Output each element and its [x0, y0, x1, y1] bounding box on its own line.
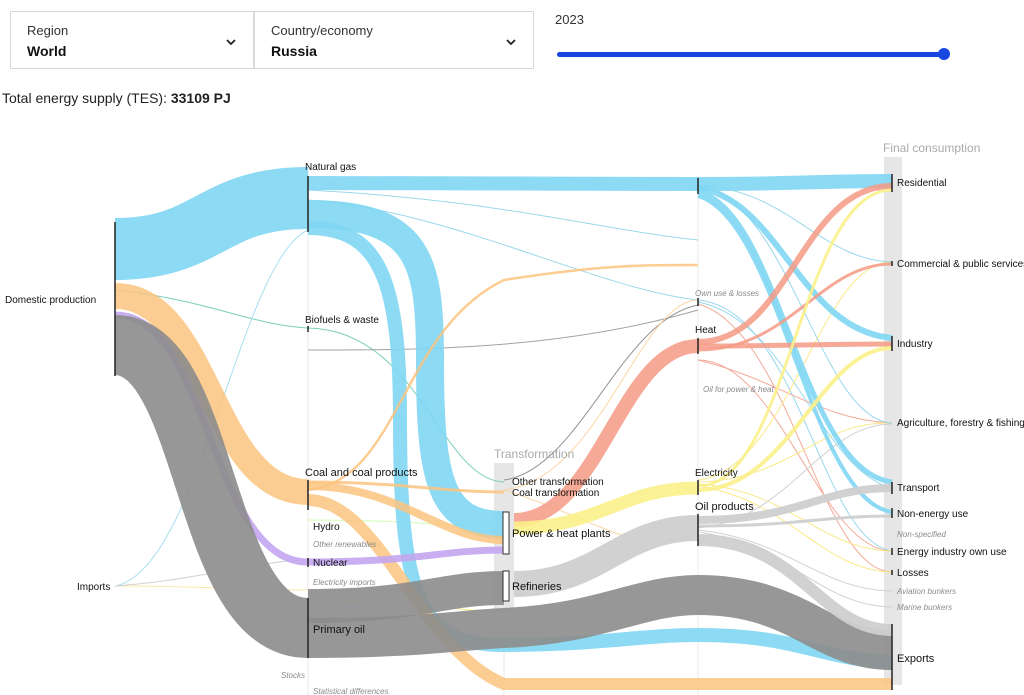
- transformation-title: Transformation: [494, 447, 574, 461]
- flow-oilprod-nonenergy: [697, 514, 893, 528]
- label-marine-bunkers: Marine bunkers: [897, 603, 952, 612]
- label-refineries: Refineries: [512, 581, 562, 593]
- label-commercial: Commercial & public services: [897, 259, 1024, 270]
- label-statistical-differences: Statistical differences: [313, 687, 389, 695]
- label-agriculture: Agriculture, forestry & fishing: [897, 418, 1024, 429]
- flow-heat-residential: [697, 183, 893, 345]
- flow-oil-exports: [307, 574, 893, 670]
- label-oil-products: Oil products: [695, 501, 754, 513]
- label-exports: Exports: [897, 653, 935, 665]
- chevron-down-icon: [506, 39, 516, 46]
- flow-elec-industry: [697, 346, 893, 492]
- label-electricity-imports: Electricity imports: [313, 578, 376, 587]
- thin-flows: [114, 184, 893, 613]
- flow-heat: [513, 339, 699, 527]
- label-stocks: Stocks: [281, 671, 305, 680]
- flow-oilprod-exports: [697, 534, 893, 636]
- label-own-use-losses: Own use & losses: [695, 289, 759, 298]
- year-slider-handle[interactable]: [938, 48, 950, 60]
- flows: [111, 167, 893, 690]
- label-residential: Residential: [897, 178, 946, 189]
- label-domestic-production: Domestic production: [5, 295, 96, 306]
- year-label: 2023: [555, 12, 584, 27]
- label-electricity: Electricity: [695, 468, 738, 479]
- flow-coal-transformation: [307, 480, 505, 494]
- flow-coal-production: [113, 283, 310, 505]
- label-transport: Transport: [897, 483, 940, 494]
- label-nuclear: Nuclear: [313, 558, 348, 569]
- region-dropdown[interactable]: Region World: [10, 11, 254, 69]
- final-consumption-title: Final consumption: [883, 141, 980, 155]
- region-label: Region: [27, 23, 69, 38]
- label-other-renewables: Other renewables: [313, 540, 376, 549]
- country-label: Country/economy: [271, 23, 373, 38]
- label-losses: Losses: [897, 568, 929, 579]
- flow-gas-production: [114, 167, 309, 280]
- label-coal-transformation: Coal transformation: [512, 488, 599, 499]
- region-value: World: [27, 43, 67, 59]
- label-natural-gas: Natural gas: [305, 162, 356, 173]
- chevron-down-icon: [226, 39, 236, 46]
- label-other-transformation: Other transformation: [512, 477, 604, 488]
- label-industry: Industry: [897, 339, 933, 350]
- year-slider-track[interactable]: [557, 52, 949, 57]
- label-biofuels: Biofuels & waste: [305, 315, 379, 326]
- flow-coal-commercial: [307, 263, 699, 492]
- flow-elec-residential: [697, 188, 893, 488]
- country-dropdown[interactable]: Country/economy Russia: [254, 11, 534, 69]
- label-oil-for-power-heat: Oil for power & heat: [703, 385, 774, 394]
- node-bars: [114, 174, 893, 690]
- label-imports: Imports: [77, 582, 110, 593]
- flow-oil-products: [513, 515, 699, 597]
- flow-oil-production: [111, 315, 312, 658]
- flow-gas-transport: [697, 189, 893, 485]
- flow-gas-power: [307, 200, 505, 539]
- refineries-bar: [502, 570, 510, 602]
- label-power-heat-plants: Power & heat plants: [512, 528, 611, 540]
- label-primary-oil: Primary oil: [313, 624, 365, 636]
- final-consumption-column: [884, 157, 902, 685]
- flow-coal-power: [307, 482, 505, 544]
- flow-oil-refineries: [307, 571, 505, 623]
- label-non-specified: Non-specified: [897, 530, 946, 539]
- label-coal: Coal and coal products: [305, 467, 418, 479]
- flow-oilprod-transport: [697, 484, 893, 524]
- tes-value: 33109 PJ: [170, 90, 231, 106]
- flow-gas-residential: [307, 174, 893, 192]
- country-value: Russia: [271, 43, 317, 59]
- label-heat: Heat: [695, 325, 716, 336]
- flow-electricity: [513, 481, 699, 535]
- label-hydro: Hydro: [313, 522, 340, 533]
- label-non-energy-use: Non-energy use: [897, 509, 969, 520]
- label-energy-industry-own-use: Energy industry own use: [897, 547, 1007, 558]
- node-labels: Domestic production Imports Natural gas …: [5, 162, 1024, 695]
- label-aviation-bunkers: Aviation bunkers: [896, 587, 956, 596]
- power-heat-bar: [502, 511, 510, 555]
- flow-heat-commercial: [697, 262, 893, 352]
- total-energy-supply: Total energy supply (TES): 33109 PJ: [2, 90, 231, 106]
